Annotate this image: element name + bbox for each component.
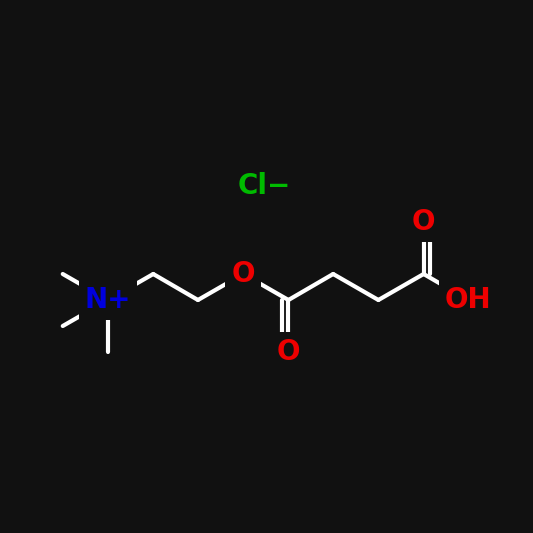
Text: OH: OH <box>445 286 491 314</box>
Text: N+: N+ <box>85 286 131 314</box>
Text: O: O <box>277 338 300 366</box>
Text: Cl−: Cl− <box>237 172 290 199</box>
Text: O: O <box>412 208 435 236</box>
Text: O: O <box>231 260 255 288</box>
